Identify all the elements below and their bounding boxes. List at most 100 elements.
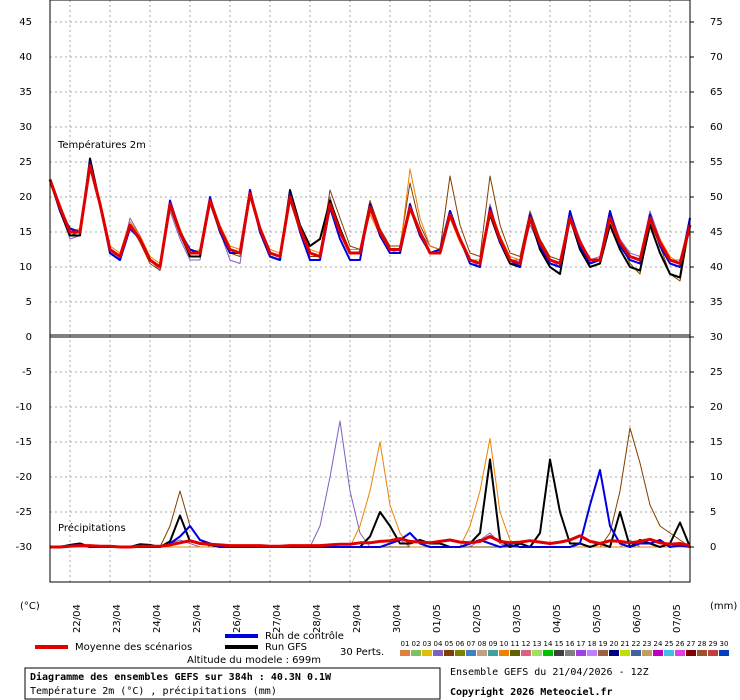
y2-tick-label: 5	[710, 507, 716, 518]
legend-label: 18	[588, 640, 597, 648]
x-tick-label: 24/04	[152, 604, 163, 633]
y2-tick-label: 60	[710, 122, 723, 133]
legend-label: Moyenne des scénarios	[75, 641, 192, 653]
legend-label: 09	[489, 640, 498, 648]
legend-label: 05	[445, 640, 454, 648]
y2-tick-label: 55	[710, 157, 723, 168]
legend-swatch	[598, 650, 608, 656]
x-tick-label: 26/04	[232, 604, 243, 633]
x-tick-label: 27/04	[272, 604, 283, 633]
footer-box	[24, 667, 441, 700]
legend-swatch	[488, 650, 498, 656]
legend-swatch	[532, 650, 542, 656]
y-tick-label: 10	[19, 262, 32, 273]
x-tick-label: 07/05	[672, 604, 683, 633]
y-tick-label: 5	[26, 297, 32, 308]
x-tick-label: 29/04	[352, 604, 363, 633]
y2-tick-label: 15	[710, 437, 723, 448]
legend-swatch	[400, 650, 410, 656]
legend-label: 15	[555, 640, 564, 648]
legend-swatch	[422, 650, 432, 656]
footer-run: Ensemble GEFS du 21/04/2026 - 12Z	[450, 667, 649, 678]
y2-tick-label: 50	[710, 192, 723, 203]
legend-label: 21	[621, 640, 630, 648]
footer-subtitle: Température 2m (°C) , précipitations (mm…	[30, 685, 277, 697]
footer-copyright: Copyright 2026 Meteociel.fr	[450, 686, 613, 698]
legend-label: 27	[687, 640, 696, 648]
legend-label: 16	[566, 640, 575, 648]
y2-tick-label: 75	[710, 17, 723, 28]
legend-label: 03	[423, 640, 432, 648]
legend-label: 20	[610, 640, 619, 648]
legend-swatch	[609, 650, 619, 656]
y-tick-label: 20	[19, 192, 32, 203]
legend-label: 06	[456, 640, 465, 648]
x-tick-label: 04/05	[552, 604, 563, 633]
legend-label: 12	[522, 640, 531, 648]
legend-swatch	[444, 650, 454, 656]
y-tick-label: -15	[16, 437, 32, 448]
legend-swatch	[521, 650, 531, 656]
y-tick-label: -20	[16, 472, 32, 483]
legend-swatch	[499, 650, 509, 656]
legend-label: 17	[577, 640, 586, 648]
series-line	[50, 534, 691, 549]
legend-swatch	[565, 650, 575, 656]
legend-swatch	[433, 650, 443, 656]
y-tick-label: -10	[16, 402, 32, 413]
legend-swatch	[686, 650, 696, 656]
legend-label: 28	[698, 640, 707, 648]
legend-swatch	[587, 650, 597, 656]
y2-tick-label: 30	[710, 332, 723, 343]
legend-swatch	[411, 650, 421, 656]
legend-swatch	[719, 650, 729, 656]
panel-label: Températures 2m	[57, 139, 146, 151]
legend-label: 14	[544, 640, 553, 648]
y-tick-label: -5	[22, 367, 32, 378]
series-line	[48, 164, 692, 269]
legend-swatch	[631, 650, 641, 656]
legend-label: 11	[511, 640, 520, 648]
x-tick-label: 23/04	[112, 604, 123, 633]
y-tick-label: 25	[19, 157, 32, 168]
panel-label: Précipitations	[58, 522, 126, 534]
legend-swatch	[664, 650, 674, 656]
lines	[48, 157, 692, 549]
y2-tick-label: 25	[710, 367, 723, 378]
y2-tick-label: 10	[710, 472, 723, 483]
y-tick-label: 30	[19, 122, 32, 133]
x-tick-label: 03/05	[512, 604, 523, 633]
legend-swatch	[620, 650, 630, 656]
legend-label: 24	[654, 640, 663, 648]
y-tick-label: 0	[26, 332, 32, 343]
y-tick-label: 40	[19, 52, 32, 63]
legend-swatch	[675, 650, 685, 656]
legend-label: 02	[412, 640, 421, 648]
y2-axis-label: (mm)	[710, 601, 737, 612]
legend-label: 30	[720, 640, 729, 648]
legend-label: 25	[665, 640, 674, 648]
y2-tick-label: 20	[710, 402, 723, 413]
legend-swatch	[543, 650, 553, 656]
legend-label: 23	[643, 640, 652, 648]
legend-label: 04	[434, 640, 443, 648]
y2-tick-label: 45	[710, 227, 723, 238]
legend-swatch	[653, 650, 663, 656]
y-tick-label: 15	[19, 227, 32, 238]
x-tick-label: 02/05	[472, 604, 483, 633]
y2-tick-label: 0	[710, 542, 716, 553]
legend-swatch	[510, 650, 520, 656]
legend-label: 01	[401, 640, 410, 648]
x-tick-label: 05/05	[592, 604, 603, 633]
x-tick-label: 06/05	[632, 604, 643, 633]
legend-swatch	[455, 650, 465, 656]
legend-label: 29	[709, 640, 718, 648]
legend-label: 19	[599, 640, 608, 648]
legend-label: Run de contrôle	[265, 630, 344, 642]
y-tick-label: -25	[16, 507, 32, 518]
legend-swatch	[576, 650, 586, 656]
y-axis-label: (°C)	[20, 601, 40, 612]
legend-label: 10	[500, 640, 509, 648]
